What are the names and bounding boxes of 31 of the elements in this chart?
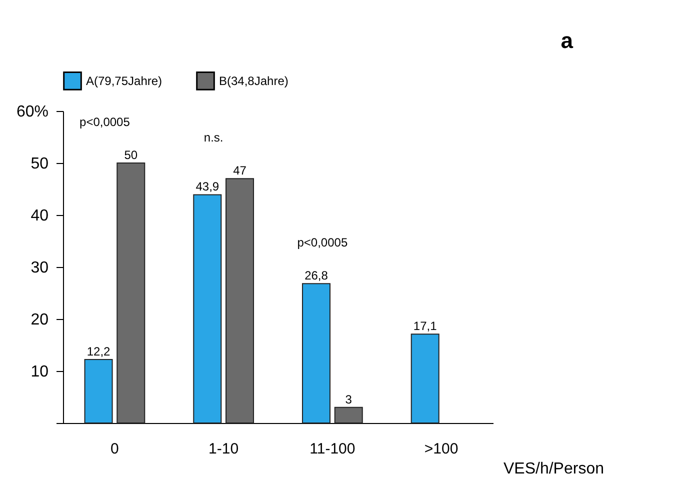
data-label: 3 <box>345 392 352 406</box>
text: a <box>560 28 574 53</box>
annotation: p<0,0005 <box>297 236 348 250</box>
x-tick-label: 0 <box>110 440 119 458</box>
bar <box>334 406 363 424</box>
data-label: 26,8 <box>304 268 328 283</box>
y-tick-label: 30 <box>30 260 49 276</box>
data-label: 47 <box>233 164 247 178</box>
x-tick-label: >100 <box>424 440 458 458</box>
y-tick-label: 40 <box>30 208 49 224</box>
annotation: p<0,0005 <box>80 115 130 129</box>
x-axis-title: VES/h/Person <box>504 460 604 478</box>
legend-label: A(79,75Jahre) <box>86 74 162 88</box>
data-label: 12,2 <box>86 344 111 359</box>
data-label: 50 <box>124 148 138 162</box>
y-tick-label: 50 <box>30 156 49 172</box>
x-tick-label: 1-10 <box>208 440 239 458</box>
y-tick-label: 10 <box>30 364 49 380</box>
bar <box>225 178 254 424</box>
bar <box>302 283 331 424</box>
bar <box>116 162 146 424</box>
data-label: 43,9 <box>196 180 220 194</box>
bar <box>193 194 222 424</box>
annotation: n.s. <box>204 130 224 145</box>
bar <box>84 359 113 424</box>
x-tick-label: 11-100 <box>310 440 356 458</box>
data-label: 17,1 <box>413 319 438 334</box>
legend-label: B(34,8Jahre) <box>219 74 288 88</box>
bar <box>410 334 440 424</box>
y-tick-label: 60% <box>16 104 48 120</box>
y-tick-label: 20 <box>30 312 49 328</box>
